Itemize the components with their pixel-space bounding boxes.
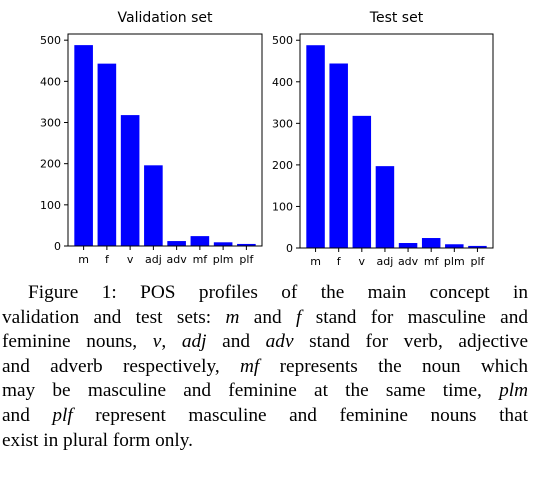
plot-area-frame [67,33,263,247]
y-tick-label: 400 [272,76,293,89]
caption-text: feminine nouns, [2,331,153,353]
x-tick-label: plf [470,255,485,268]
y-tick-label: 300 [40,117,61,130]
caption-term: f [295,306,302,328]
x-tick-label: adv [167,253,188,266]
bar-adj [144,165,163,246]
x-tick-label: v [127,253,134,266]
caption-text: and [2,404,53,426]
y-tick-label: 500 [40,34,61,47]
bar-plf [468,245,487,248]
x-tick-label: adj [377,255,394,268]
caption-text: and [239,306,296,328]
y-tick-label: 100 [272,200,293,213]
y-tick-label: 200 [40,158,61,171]
bar-mf [421,238,441,248]
x-tick-label: mf [424,255,440,268]
caption-line: and adverb respectively, mf represents t… [2,355,528,380]
bar-v [352,115,372,248]
caption-text: represents the noun which [259,355,528,377]
y-tick-label: 300 [272,117,293,130]
caption-term: m [225,306,240,328]
x-tick-label: mf [193,253,209,266]
x-tick-label: v [359,255,366,268]
caption-term: adv [265,331,294,353]
y-tick-label: 0 [286,242,293,255]
caption-text: and [206,331,266,353]
caption-term: plf [52,404,73,426]
y-tick-label: 100 [40,199,61,212]
x-tick-label: f [105,253,110,266]
bar-plm [445,244,464,248]
x-tick-label: f [337,255,342,268]
bar-f [97,63,117,246]
caption-line: feminine nouns, v, adj and adv stand for… [2,330,528,355]
caption-text: , [161,331,182,353]
caption-text: may be masculine and feminine at the sam… [2,380,500,402]
chart-title: Test set [369,10,424,26]
bar-adv [167,241,186,246]
y-tick-label: 0 [54,240,61,253]
bar-f [329,63,348,248]
bar-plf [237,243,256,246]
bar-adv [398,243,418,248]
bar-v [120,115,140,246]
x-tick-label: plf [239,253,254,266]
figure-caption: Figure 1: POS profiles of the main conce… [2,281,528,453]
x-tick-label: m [310,255,321,268]
caption-text: represent masculine and feminine nouns t… [72,404,528,426]
x-tick-label: plm [444,255,465,268]
bar-m [74,45,93,246]
x-tick-label: plm [213,253,234,266]
caption-text: validation and test sets: [2,306,226,328]
caption-term: mf [240,355,260,377]
y-tick-label: 200 [272,159,293,172]
chart-title: Validation set [118,10,213,26]
caption-text: exist in plural form only. [2,429,193,451]
plot-area-frame [299,33,494,249]
caption-line: validation and test sets: m and f stand … [2,306,528,331]
caption-term: plm [499,380,528,402]
bar-adj [375,166,395,248]
caption-line: Figure 1: POS profiles of the main conce… [2,281,528,306]
caption-text: and adverb respectively, [2,355,240,377]
x-tick-label: m [78,253,89,266]
caption-line: may be masculine and feminine at the sam… [2,379,528,404]
caption-line: exist in plural form only. [2,429,528,454]
x-tick-label: adj [145,253,162,266]
bar-m [306,45,325,248]
y-tick-label: 400 [40,75,61,88]
caption-term: adj [181,331,207,353]
y-tick-label: 500 [272,34,293,47]
caption-text: stand for masculine and [301,306,528,328]
caption-text: stand for verb, adjective [293,331,529,353]
bar-plm [213,242,233,246]
caption-line: and plf represent masculine and feminine… [2,404,528,429]
caption-term: v [152,331,162,353]
x-tick-label: adv [398,255,419,268]
caption-text: Figure 1: POS profiles of the main conce… [28,282,528,303]
bar-mf [190,236,210,246]
